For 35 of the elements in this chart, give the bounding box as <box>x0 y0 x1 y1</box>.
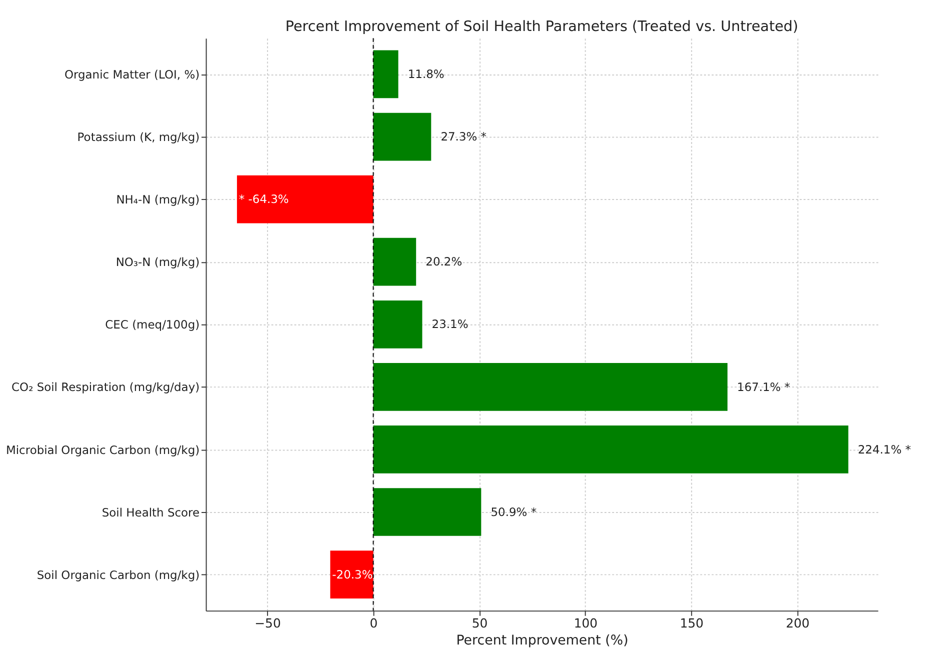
y-tick-label: Potassium (K, mg/kg) <box>77 130 200 144</box>
y-tick-label: NO₃-N (mg/kg) <box>116 255 200 270</box>
y-tick-label: CO₂ Soil Respiration (mg/kg/day) <box>12 380 200 394</box>
data-label: 224.1% * <box>858 442 912 456</box>
y-tick-label: Microbial Organic Carbon (mg/kg) <box>6 442 200 457</box>
chart-title: Percent Improvement of Soil Health Parameters (Treated vs. Untreated) <box>285 18 798 35</box>
data-label: 167.1% * <box>737 380 790 394</box>
x-tick-label: −50 <box>254 615 281 630</box>
data-label: -20.3% <box>332 567 373 582</box>
y-tick-label: Organic Matter (LOI, %) <box>64 68 200 82</box>
bar <box>373 426 848 474</box>
y-tick-label: NH₄-N (mg/kg) <box>116 192 200 207</box>
bar <box>373 488 482 536</box>
y-tick-label: Soil Organic Carbon (mg/kg) <box>36 568 200 582</box>
data-label: 11.8% <box>408 67 444 82</box>
bar <box>373 112 432 161</box>
data-label: 50.9% * <box>490 504 537 519</box>
x-tick-label: 0 <box>370 615 378 630</box>
data-label: 20.2% <box>426 254 462 269</box>
x-axis-title: Percent Improvement (%) <box>456 634 628 649</box>
bar <box>236 175 374 224</box>
x-tick-label: 50 <box>472 615 488 630</box>
data-label: 23.1% <box>432 317 468 332</box>
y-tick-label: Soil Health Score <box>102 505 200 520</box>
x-tick-label: 100 <box>574 615 598 630</box>
bar <box>373 362 728 411</box>
y-tick-label: CEC (meq/100g) <box>105 318 200 332</box>
bar <box>373 238 416 286</box>
data-label: 27.3% * <box>440 130 487 144</box>
bar <box>373 300 422 348</box>
x-tick-label: 200 <box>786 615 810 630</box>
bar <box>330 550 374 598</box>
bar <box>373 50 398 98</box>
x-tick-label: 150 <box>680 615 704 630</box>
data-label: * -64.3% <box>238 192 289 206</box>
